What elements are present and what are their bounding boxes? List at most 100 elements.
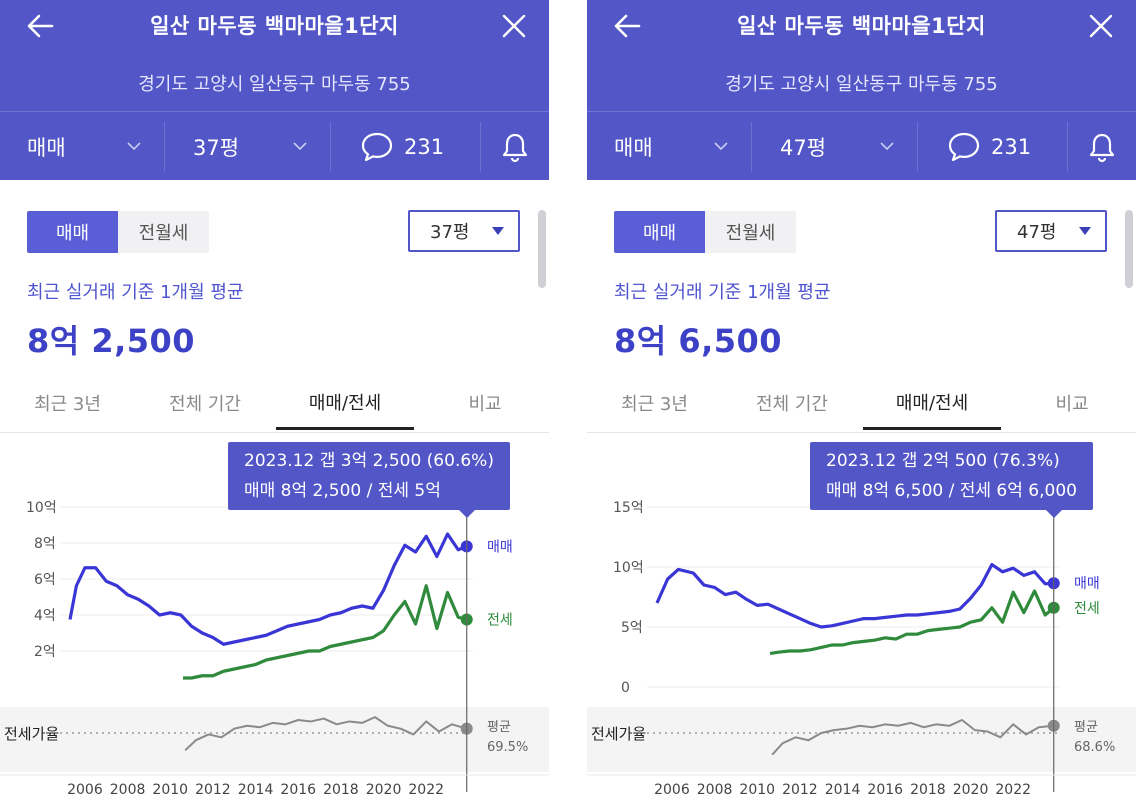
chevron-down-icon [714,142,728,151]
x-tick-label: 2016 [867,782,903,798]
divider [330,122,331,172]
x-tick-label: 2008 [697,782,733,798]
segment-rent[interactable]: 전월세 [118,211,209,253]
comment-count: 231 [991,134,1032,159]
x-tick-label: 2008 [110,782,146,798]
tab-sale-jeonse[interactable]: 매매/전세 [863,376,1001,430]
size-dropdown-value: 37평 [430,222,470,243]
x-tick-label: 2006 [67,782,103,798]
size-dropdown[interactable]: 47평 [995,210,1107,252]
deal-type-value: 매매 [27,135,66,160]
series-line-sale [655,563,1054,629]
tab-recent-3y[interactable]: 최근 3년 [34,394,101,415]
chevron-down-icon [880,142,894,151]
panel-right: 일산 마두동 백마마을1단지 경기도 고양시 일산동구 마두동 755 매매 4… [587,0,1139,812]
ratio-label: 전세가율 [591,725,646,743]
tab-compare[interactable]: 비교 [468,394,502,415]
divider [164,122,165,172]
header: 일산 마두동 백마마을1단지 경기도 고양시 일산동구 마두동 755 매매 3… [0,0,549,180]
ratio-avg-value: 69.5% [487,740,528,755]
chart-tooltip: 2023.12 갭 3억 2,500 (60.6%) 매매 8억 2,500 /… [228,442,510,518]
caret-down-icon [492,227,504,235]
page-title: 일산 마두동 백마마을1단지 [737,14,986,38]
deal-segment: 매매 전월세 [614,211,796,253]
x-tick-label: 2012 [782,782,818,798]
size-value: 47평 [780,135,827,160]
x-tick-label: 2018 [910,782,946,798]
segment-sale[interactable]: 매매 [614,211,705,253]
ratio-label: 전세가율 [4,725,59,743]
deal-type-select[interactable]: 매매 [27,112,157,181]
tab-all-period[interactable]: 전체 기간 [756,394,828,415]
ratio-avg-value: 68.6% [1074,740,1115,755]
size-dropdown[interactable]: 37평 [408,210,520,252]
page-title: 일산 마두동 백마마을1단지 [150,14,399,38]
comments-button[interactable]: 231 [360,112,470,181]
series-line-sale [68,532,468,646]
comments-button[interactable]: 231 [947,112,1057,181]
x-tick-label: 2022 [995,782,1031,798]
scrollbar[interactable] [538,210,546,288]
scrollbar[interactable] [1125,210,1133,288]
y-tick-label: 4억 [34,608,56,624]
size-select[interactable]: 37평 [193,112,323,181]
segment-rent[interactable]: 전월세 [705,211,796,253]
tab-all-period[interactable]: 전체 기간 [169,394,241,415]
series-line-jeonse [183,584,468,680]
y-tick-label: 0 [621,680,630,696]
x-tick-label: 2020 [366,782,402,798]
size-dropdown-value: 47평 [1017,222,1057,243]
alarm-button[interactable] [1087,112,1127,181]
ratio-band [587,707,1136,772]
x-tick-label: 2014 [238,782,274,798]
close-icon[interactable] [1083,8,1119,44]
back-arrow-icon[interactable] [609,8,645,44]
comment-count: 231 [404,134,445,159]
deal-type-select[interactable]: 매매 [614,112,744,181]
ratio-band [0,707,549,772]
x-tick-label: 2014 [825,782,861,798]
header-toolbar: 매매 47평 231 [587,111,1136,181]
bell-icon [502,133,528,162]
y-tick-label: 2억 [34,644,56,660]
tab-recent-3y[interactable]: 최근 3년 [621,394,688,415]
x-tick-label: 2010 [739,782,775,798]
alarm-button[interactable] [500,112,540,181]
ratio-line [771,719,1054,756]
avg-price: 8억 6,500 [614,322,783,360]
size-select[interactable]: 47평 [780,112,910,181]
series-end-label: 전세 [487,613,513,629]
close-icon[interactable] [496,8,532,44]
ratio-line [184,716,468,752]
divider [917,122,918,172]
ratio-avg-label: 평균 [487,720,511,735]
deal-type-value: 매매 [614,135,653,160]
tab-sale-jeonse[interactable]: 매매/전세 [276,376,414,430]
series-line-jeonse [769,589,1055,655]
back-arrow-icon[interactable] [22,8,58,44]
x-tick-label: 2022 [408,782,444,798]
avg-price: 8억 2,500 [27,322,196,360]
divider [751,122,752,172]
bell-icon [1089,133,1115,162]
header-toolbar: 매매 37평 231 [0,111,549,181]
panel-left: 일산 마두동 백마마을1단지 경기도 고양시 일산동구 마두동 755 매매 3… [0,0,552,812]
y-tick-label: 10억 [613,560,644,576]
series-end-label: 매매 [487,539,513,555]
x-tick-label: 2018 [323,782,359,798]
y-tick-label: 15억 [613,500,644,516]
ratio-avg-label: 평균 [1074,720,1098,735]
segment-sale[interactable]: 매매 [27,211,118,253]
tooltip-line-price: 매매 8억 6,500 / 전세 6억 6,000 [826,481,1077,501]
tab-compare[interactable]: 비교 [1055,394,1089,415]
comment-bubble-icon [361,132,393,161]
comment-bubble-icon [948,132,980,161]
x-tick-label: 2010 [152,782,188,798]
y-tick-label: 6억 [34,572,56,588]
x-tick-label: 2020 [953,782,989,798]
chart-tooltip: 2023.12 갭 2억 500 (76.3%) 매매 8억 6,500 / 전… [810,442,1093,518]
header: 일산 마두동 백마마을1단지 경기도 고양시 일산동구 마두동 755 매매 4… [587,0,1136,180]
x-tick-label: 2006 [654,782,690,798]
address: 경기도 고양시 일산동구 마두동 755 [138,74,411,95]
caret-down-icon [1079,227,1091,235]
